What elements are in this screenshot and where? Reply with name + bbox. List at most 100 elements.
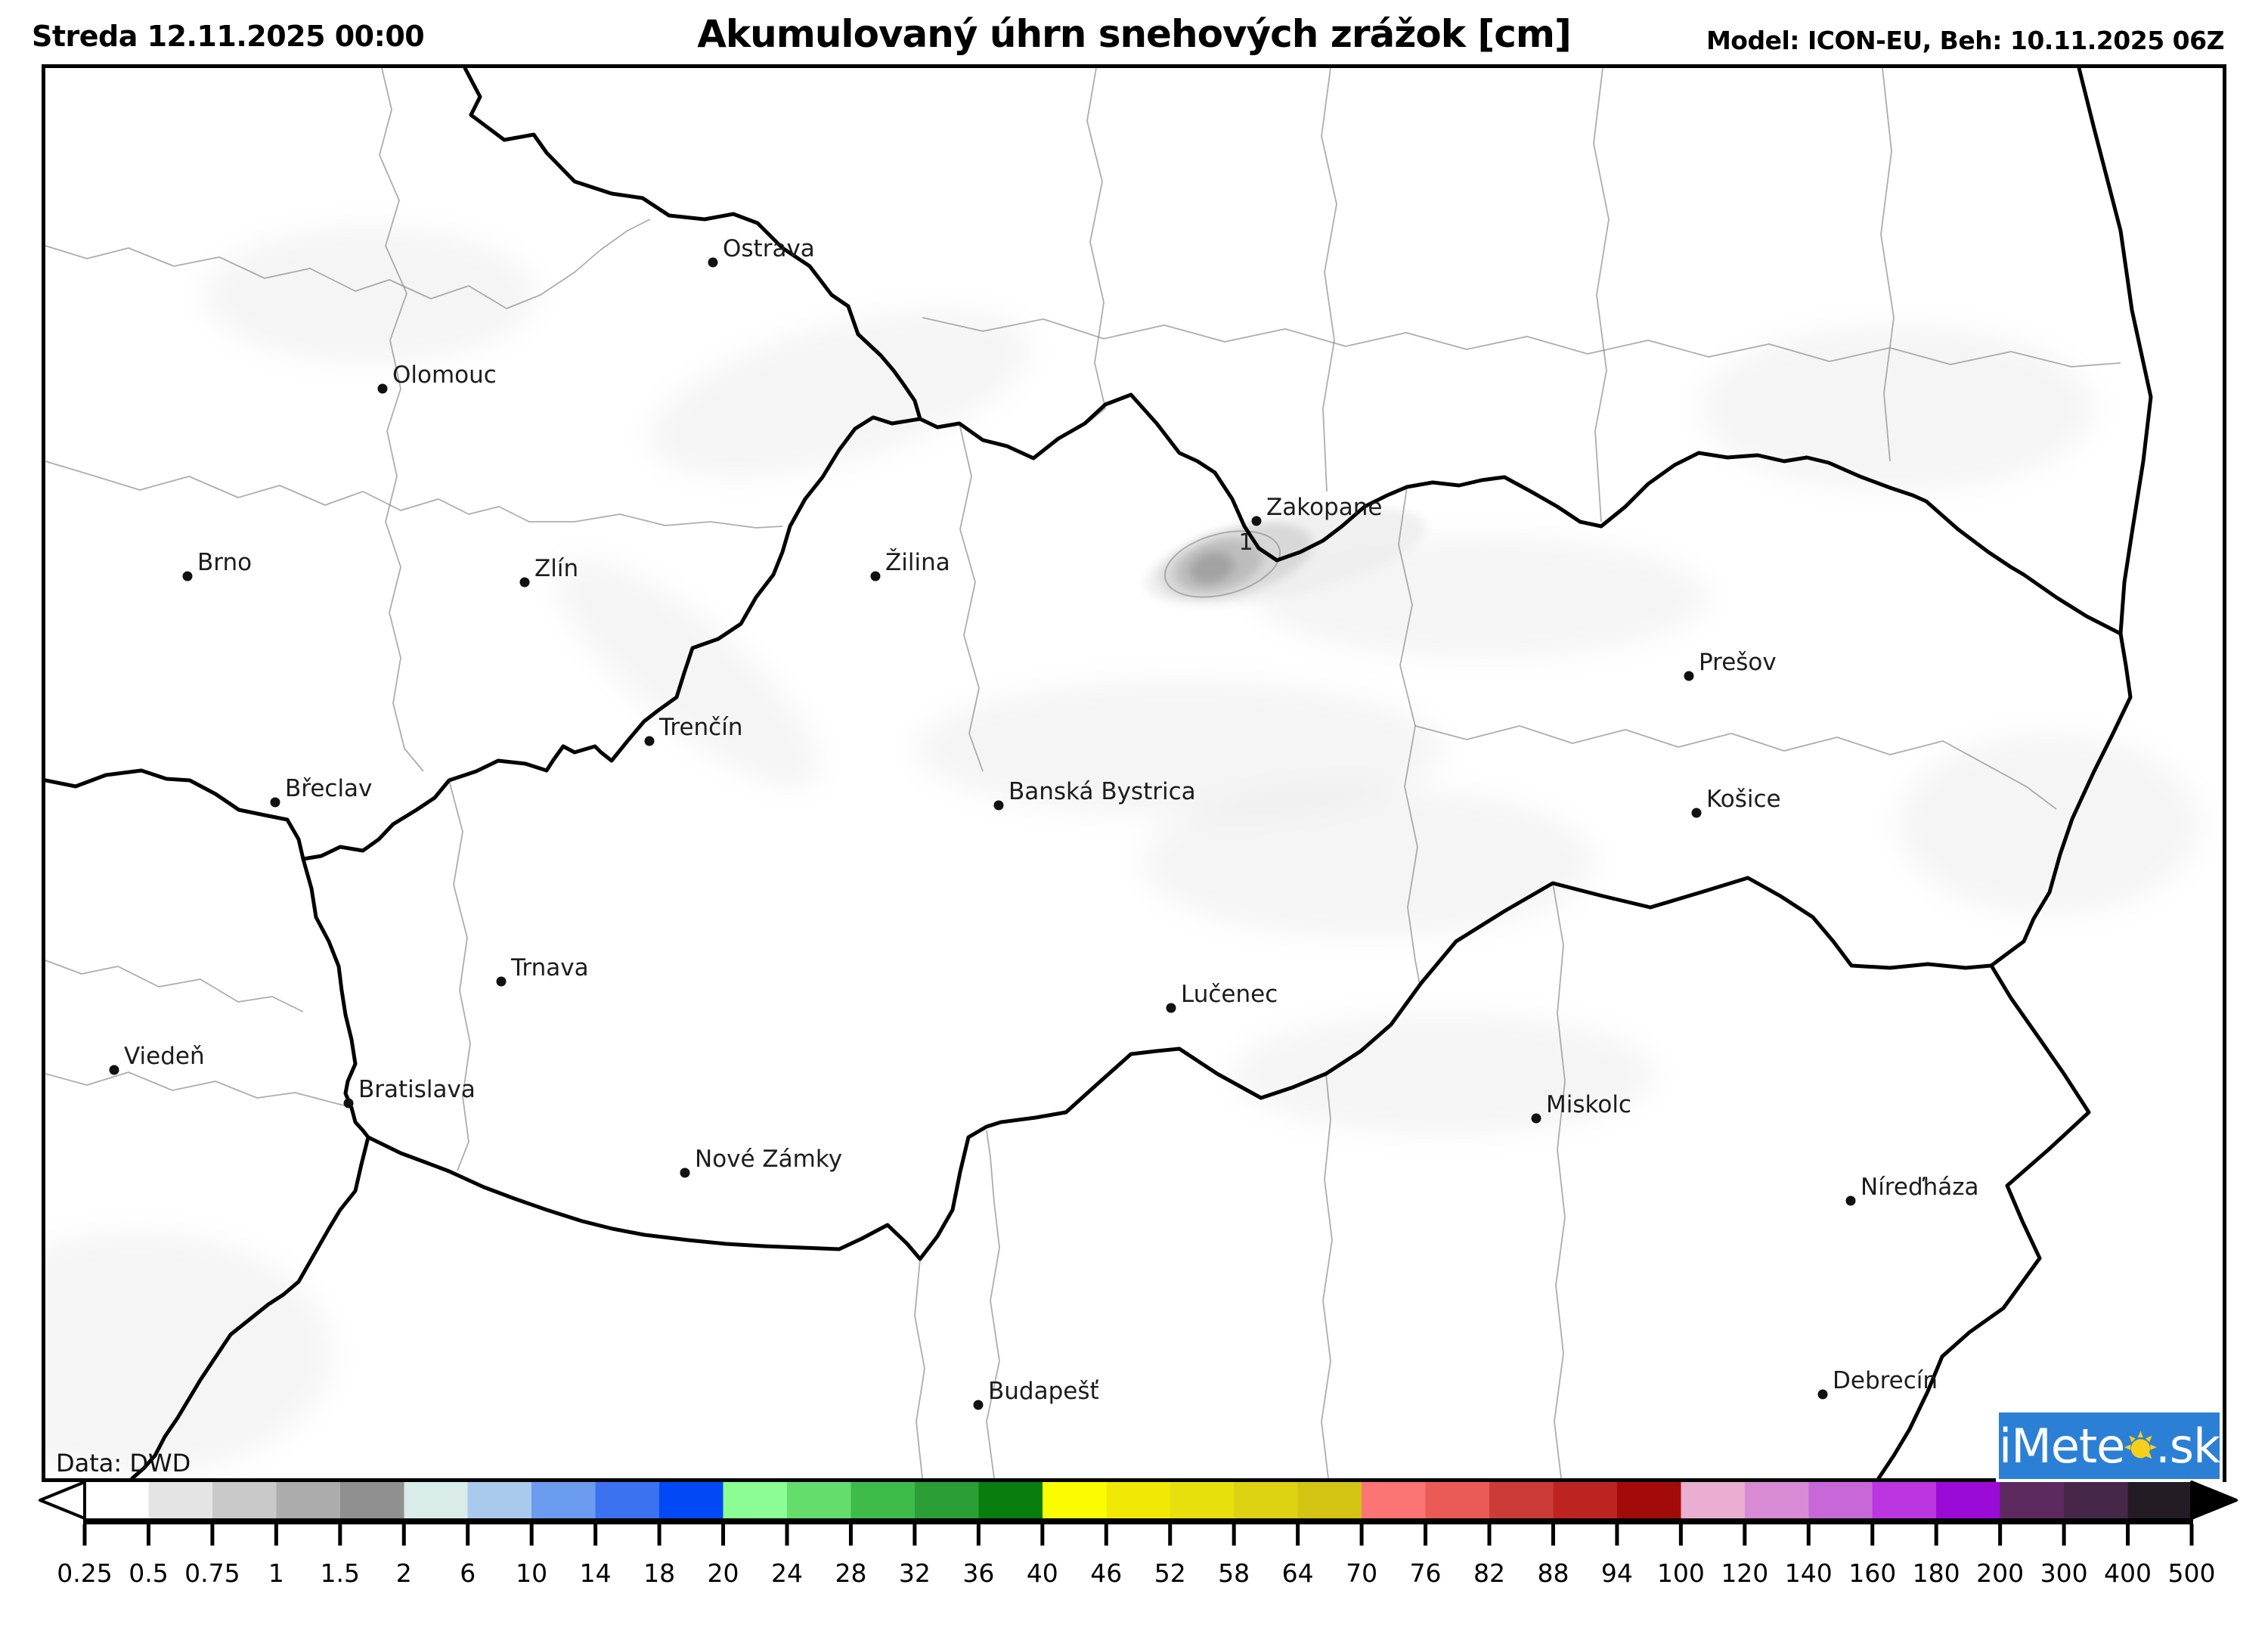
colorbar-segment bbox=[787, 1482, 852, 1518]
colorbar-segment bbox=[1553, 1482, 1618, 1518]
city-marker: Lučenec bbox=[1166, 981, 1278, 1013]
colorbar-tick-label: 100 bbox=[1657, 1558, 1705, 1588]
city-label: Bratislava bbox=[358, 1076, 476, 1103]
city-label: Zlín bbox=[534, 555, 578, 582]
map-canvas: 1 Ostrava Olomouc Brno Zlín Žilina Zakopane Pr… bbox=[42, 64, 2226, 1482]
colorbar-tick-label: 28 bbox=[835, 1558, 866, 1588]
colorbar-tick-label: 36 bbox=[962, 1558, 994, 1588]
imeteo-logo: iMete .sk bbox=[1996, 1409, 2223, 1482]
snow-amount-colorbar: 0.25 0.5 0.75 1 1.5 2 6 10 14 18 20 24 28 32 36 40 46 52 5… bbox=[39, 1481, 2238, 1588]
city-label: Prešov bbox=[1699, 649, 1777, 676]
colorbar-baseline bbox=[83, 1518, 2193, 1524]
city-marker: Brno bbox=[182, 549, 252, 581]
colorbar-segment bbox=[1297, 1482, 1362, 1518]
colorbar-segment bbox=[978, 1482, 1043, 1518]
colorbar-tick-label: 0.75 bbox=[184, 1558, 240, 1588]
colorbar-segment bbox=[659, 1482, 724, 1518]
colorbar-segment bbox=[914, 1482, 979, 1518]
city-marker: Níreďháza bbox=[1845, 1174, 1979, 1206]
country-borders bbox=[45, 68, 2153, 1478]
colorbar-right-arrow bbox=[2190, 1481, 2238, 1520]
city-label: Budapešť bbox=[988, 1378, 1099, 1405]
district-borders bbox=[45, 68, 2121, 1478]
colorbar-tick-label: 46 bbox=[1090, 1558, 1122, 1588]
city-marker: Miskolc bbox=[1531, 1091, 1631, 1124]
logo-text-right: .sk bbox=[2155, 1418, 2220, 1474]
colorbar-tick-label: 76 bbox=[1410, 1558, 1442, 1588]
city-label: Ostrava bbox=[723, 235, 815, 262]
city-marker: Bratislava bbox=[343, 1076, 476, 1109]
colorbar-segment bbox=[2064, 1482, 2129, 1518]
colorbar-tick-label: 82 bbox=[1473, 1558, 1505, 1588]
colorbar-segment bbox=[531, 1482, 596, 1518]
colorbar-segment bbox=[2000, 1482, 2065, 1518]
colorbar-tick-label: 20 bbox=[708, 1558, 739, 1588]
colorbar-segment bbox=[212, 1482, 277, 1518]
city-label: Zakopane bbox=[1266, 494, 1382, 521]
city-dot bbox=[182, 571, 193, 581]
city-label: Košice bbox=[1706, 786, 1781, 813]
colorbar-tick-label: 6 bbox=[460, 1558, 476, 1588]
colorbar-tick-label: 94 bbox=[1601, 1558, 1633, 1588]
colorbar-segment bbox=[1489, 1482, 1554, 1518]
city-label: Debrecín bbox=[1833, 1367, 1938, 1394]
city-dot bbox=[1251, 516, 1262, 526]
colorbar-tick-label: 0.25 bbox=[57, 1558, 112, 1588]
city-dot bbox=[496, 976, 507, 987]
colorbar-tick-label: 2 bbox=[396, 1558, 412, 1588]
city-label: Břeclav bbox=[285, 775, 372, 802]
city-dot bbox=[708, 257, 718, 268]
city-dot bbox=[973, 1400, 984, 1410]
city-label: Nové Zámky bbox=[695, 1146, 842, 1173]
city-marker: Trnava bbox=[496, 954, 589, 987]
city-marker: Zakopane bbox=[1251, 494, 1382, 526]
colorbar-tick-label: 120 bbox=[1721, 1558, 1768, 1588]
logo-text-left: iMete bbox=[1999, 1418, 2125, 1474]
colorbar-segment bbox=[1362, 1482, 1427, 1518]
colorbar-tick-label: 180 bbox=[1913, 1558, 1960, 1588]
colorbar-segment bbox=[1872, 1482, 1937, 1518]
colorbar-segment bbox=[85, 1482, 150, 1518]
valid-datetime: Streda 12.11.2025 00:00 bbox=[32, 20, 425, 53]
colorbar-segment bbox=[276, 1482, 341, 1518]
city-label: Banská Bystrica bbox=[1009, 778, 1196, 805]
city-dot bbox=[1817, 1389, 1828, 1400]
model-run-info: Model: ICON-EU, Beh: 10.11.2025 06Z bbox=[1706, 26, 2225, 55]
city-marker: Budapešť bbox=[973, 1378, 1099, 1410]
city-label: Trenčín bbox=[658, 714, 742, 741]
colorbar-tick-label: 32 bbox=[899, 1558, 931, 1588]
colorbar-segment bbox=[148, 1482, 213, 1518]
city-label: Lučenec bbox=[1181, 981, 1278, 1008]
city-dot bbox=[1684, 671, 1694, 681]
colorbar-segment bbox=[1616, 1482, 1681, 1518]
colorbar-segment bbox=[1808, 1482, 1873, 1518]
colorbar-tick-label: 64 bbox=[1282, 1558, 1314, 1588]
colorbar-tick-label: 1.5 bbox=[321, 1558, 360, 1588]
colorbar-segment bbox=[467, 1482, 532, 1518]
colorbar-tick-label: 0.5 bbox=[129, 1558, 168, 1588]
city-dot bbox=[1531, 1113, 1541, 1124]
city-marker: Olomouc bbox=[377, 361, 497, 394]
city-marker: Viedeň bbox=[109, 1043, 205, 1075]
city-layer: Ostrava Olomouc Brno Zlín Žilina Zakopane Preš… bbox=[109, 235, 1979, 1410]
colorbar-tick-label: 88 bbox=[1537, 1558, 1569, 1588]
city-dot bbox=[1166, 1003, 1176, 1013]
city-label: Brno bbox=[197, 549, 252, 576]
city-dot bbox=[519, 577, 530, 588]
colorbar-segment bbox=[850, 1482, 916, 1518]
page-title: Akumulovaný úhrn snehových zrážok [cm] bbox=[697, 12, 1572, 56]
city-dot bbox=[270, 797, 280, 808]
colorbar-tick-label: 10 bbox=[516, 1558, 547, 1588]
city-marker: Nové Zámky bbox=[680, 1146, 842, 1178]
city-dot bbox=[377, 383, 388, 394]
city-label: Níreďháza bbox=[1861, 1174, 1979, 1201]
colorbar-tick-label: 160 bbox=[1848, 1558, 1896, 1588]
colorbar-left-arrow bbox=[39, 1481, 86, 1520]
colorbar-tick-label: 24 bbox=[771, 1558, 803, 1588]
terrain-shading bbox=[45, 227, 2200, 1474]
city-marker: Žilina bbox=[870, 549, 950, 581]
colorbar-segment bbox=[1170, 1482, 1235, 1518]
colorbar-tick-label: 70 bbox=[1346, 1558, 1377, 1588]
city-label: Žilina bbox=[885, 549, 950, 576]
